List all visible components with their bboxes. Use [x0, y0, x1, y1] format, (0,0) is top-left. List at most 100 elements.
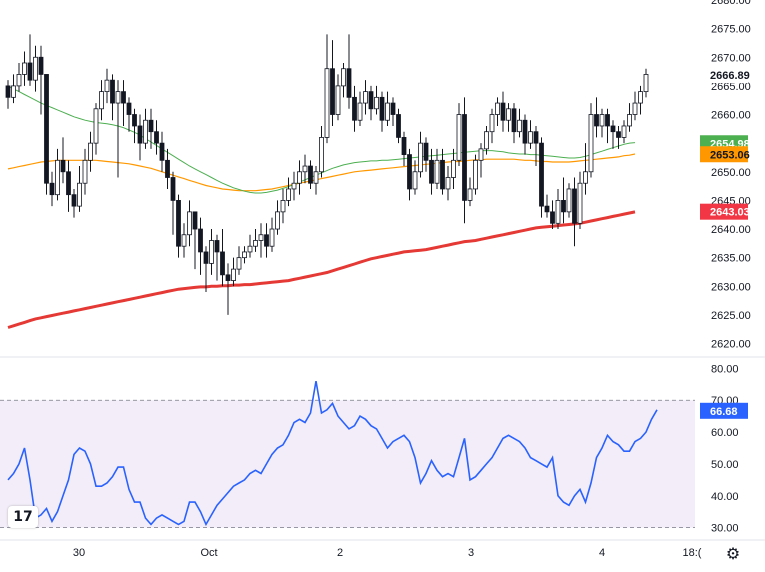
candle	[550, 200, 555, 230]
candle	[418, 131, 423, 178]
candle-body	[11, 85, 16, 98]
candle-body	[143, 119, 148, 144]
candle	[137, 114, 143, 161]
candle-body	[462, 114, 467, 201]
tradingview-logo: 17	[8, 506, 38, 528]
candle	[429, 148, 434, 195]
candle-body	[220, 251, 225, 276]
candle	[214, 234, 220, 281]
candle-body	[38, 56, 44, 75]
price-label-bg	[700, 146, 748, 163]
price-label: 2643.03	[700, 203, 750, 220]
candle	[49, 171, 55, 207]
candle	[379, 91, 385, 132]
candle-body	[572, 188, 577, 224]
candle	[22, 51, 27, 86]
candle-body	[643, 74, 649, 93]
candle	[456, 103, 462, 167]
candle	[489, 108, 495, 144]
settings-gear-icon[interactable]: ⚙	[725, 544, 741, 563]
candle-body	[533, 131, 539, 144]
candle	[374, 85, 379, 115]
candle	[220, 229, 225, 287]
candle	[27, 34, 33, 86]
candle	[264, 223, 269, 258]
candle	[176, 194, 181, 258]
candle	[93, 103, 99, 155]
candle-body	[352, 96, 357, 121]
candle-body	[407, 154, 412, 190]
candle	[231, 257, 236, 287]
candle	[555, 188, 561, 230]
candle	[82, 148, 88, 195]
candle-body	[451, 159, 456, 178]
rsi-tick-label: 60.00	[711, 427, 739, 439]
candle	[385, 91, 390, 126]
candle-body	[379, 96, 385, 121]
candle-body	[148, 119, 154, 133]
candle	[121, 80, 126, 126]
price-axis[interactable]: 2680.00 2675.00 2670.00 2665.00 2660.00 2650.…	[700, 0, 751, 351]
price-pane[interactable]	[5, 34, 649, 329]
candle-body	[539, 142, 544, 207]
candle	[473, 154, 478, 195]
candle-body	[555, 200, 561, 224]
candle	[517, 108, 522, 138]
candle	[258, 223, 264, 258]
candle-body	[467, 188, 473, 201]
time-axis[interactable]: 30 Oct 2 3 4 18:(	[73, 547, 702, 559]
candle-body	[181, 234, 187, 247]
candle-body	[346, 68, 352, 98]
candle-body	[236, 257, 242, 270]
candle-body	[423, 142, 429, 161]
candle-body	[319, 137, 324, 173]
candle-body	[324, 68, 330, 138]
candle	[335, 74, 341, 121]
candle	[60, 137, 66, 184]
candle-body	[269, 228, 275, 247]
candle-body	[522, 119, 528, 144]
candle	[511, 103, 517, 144]
candle-body	[313, 171, 319, 184]
candle	[539, 137, 544, 218]
candle	[302, 154, 308, 184]
candle-body	[390, 102, 396, 115]
candle-body	[478, 148, 484, 161]
sma-red-line	[7, 210, 636, 329]
candle	[269, 217, 275, 252]
candle-body	[170, 177, 176, 201]
rsi-line	[7, 380, 658, 527]
candle-body	[544, 205, 550, 213]
candle-body	[44, 74, 49, 184]
rsi-value-label-text: 66.68	[710, 406, 738, 418]
candle-body	[88, 142, 93, 161]
candle	[577, 171, 583, 230]
time-tick-label: Oct	[200, 547, 217, 559]
candle	[346, 34, 352, 109]
candle	[104, 68, 110, 104]
candle	[616, 125, 621, 149]
candle	[5, 80, 11, 109]
candle-body	[632, 102, 638, 115]
candle	[561, 177, 566, 224]
candle-body	[599, 114, 605, 127]
candle-body	[610, 125, 616, 133]
candle-body	[621, 125, 627, 138]
time-tick-label: 18:(	[683, 547, 702, 559]
candle-body	[440, 159, 445, 190]
candle	[170, 171, 176, 235]
rsi-pane[interactable]	[0, 380, 695, 529]
candle	[319, 125, 324, 178]
candle-body	[418, 142, 423, 173]
candle-body	[286, 188, 291, 201]
candle-body	[374, 96, 379, 110]
candle	[88, 131, 93, 172]
candle-body	[159, 142, 165, 161]
candle-body	[363, 91, 368, 104]
candle	[627, 103, 632, 132]
candle-body	[308, 165, 313, 184]
candle-body	[588, 114, 594, 173]
candle-body	[258, 234, 264, 241]
